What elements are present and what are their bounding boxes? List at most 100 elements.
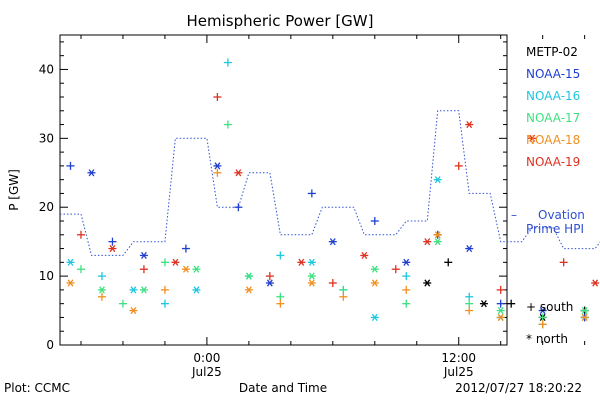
- star-marker: [496, 306, 505, 315]
- star-marker: [307, 258, 316, 266]
- plus-marker: [223, 120, 232, 129]
- plus-marker: [97, 292, 106, 301]
- plus-marker: [276, 299, 285, 308]
- plus-marker: [370, 217, 379, 225]
- plus-marker: [465, 299, 474, 308]
- series-noaa-16: [66, 58, 589, 329]
- plus-marker: [496, 285, 505, 294]
- star-marker: [108, 244, 117, 253]
- star-marker: [139, 251, 148, 260]
- y-axis-label: P [GW]: [7, 169, 21, 211]
- plus-marker: [66, 161, 75, 170]
- star-marker: [244, 286, 253, 294]
- star-marker: [423, 238, 432, 246]
- x-tick-date: Jul25: [191, 365, 222, 379]
- star-marker: [244, 272, 253, 280]
- plus-marker: [307, 189, 316, 198]
- series-noaa-18: [66, 168, 589, 329]
- series-noaa-17: [76, 120, 589, 322]
- y-tick-label: 10: [39, 269, 54, 283]
- star-marker: [591, 279, 600, 287]
- star-marker: [528, 134, 537, 142]
- plot-frame: [59, 34, 508, 346]
- legend-entry: NOAA-15: [526, 67, 580, 81]
- star-marker: [402, 258, 411, 266]
- plus-marker: [454, 161, 463, 170]
- plus-marker: [465, 292, 474, 301]
- plus-marker: [223, 58, 232, 67]
- star-marker: [171, 258, 180, 266]
- y-axis: 0 10 20 30 40: [39, 41, 507, 352]
- plus-marker: [76, 230, 85, 239]
- plus-marker: [108, 237, 117, 246]
- star-marker: [580, 313, 589, 322]
- star-marker: [370, 313, 379, 322]
- x-tick-label: 12:00: [441, 351, 476, 365]
- star-marker: [297, 258, 306, 266]
- series-noaa-15: [66, 161, 589, 322]
- plus-marker: [538, 313, 547, 322]
- timestamp: 2012/07/27 18:20:22: [455, 381, 582, 395]
- star-marker: [129, 286, 138, 294]
- plus-marker: [160, 258, 169, 267]
- ovation-legend-label-2: Prime HPI: [526, 222, 584, 236]
- plus-marker: [402, 299, 411, 308]
- plus-marker: [118, 299, 127, 308]
- star-marker: [360, 251, 369, 260]
- star-marker: [307, 272, 316, 280]
- star-marker: [496, 313, 505, 322]
- star-marker: [370, 279, 379, 287]
- plus-marker: [496, 299, 505, 308]
- plus-marker: [402, 272, 411, 281]
- plus-marker: [402, 285, 411, 294]
- star-marker: [192, 286, 201, 294]
- star-marker: [479, 300, 488, 308]
- star-marker: [139, 286, 148, 294]
- star-marker: [433, 176, 442, 184]
- star-marker: [465, 244, 474, 253]
- star-marker: [433, 238, 442, 246]
- star-marker: [580, 306, 589, 315]
- x-axis: 0:00Jul2512:00Jul250:00Jul2612:00Jul260:…: [80, 35, 586, 379]
- star-marker: [234, 169, 243, 177]
- plus-marker: [465, 306, 474, 315]
- legend: METP-02 NOAA-15 NOAA-16 NOAA-17 NOAA-18 NOAA-…: [511, 45, 585, 346]
- y-tick-label: 30: [39, 131, 54, 145]
- plus-marker: [234, 203, 243, 212]
- x-axis-label: Date and Time: [239, 381, 327, 395]
- star-marker: [97, 286, 106, 294]
- star-marker: [66, 279, 75, 287]
- plus-marker: [339, 285, 348, 294]
- plus-marker: [507, 299, 516, 308]
- plus-marker: [538, 320, 547, 329]
- legend-entry: NOAA-16: [526, 89, 580, 103]
- plus-marker: [276, 292, 285, 301]
- ovation-hpi-line: [60, 110, 600, 256]
- y-tick-label: 40: [39, 62, 54, 76]
- y-tick-label: 0: [46, 338, 54, 352]
- star-marker: [87, 169, 96, 177]
- star-marker: [213, 162, 222, 170]
- star-marker: [433, 231, 442, 239]
- star-marker: [66, 258, 75, 266]
- x-tick-label: 0:00: [193, 351, 220, 365]
- plus-marker: [444, 258, 453, 267]
- ovation-legend-label: Ovation: [538, 208, 585, 222]
- star-marker: [192, 265, 201, 273]
- plus-marker: [276, 251, 285, 260]
- data-markers: [66, 58, 600, 329]
- legend-entry: NOAA-17: [526, 111, 580, 125]
- chart-title: Hemispheric Power [GW]: [187, 12, 374, 30]
- plus-marker: [76, 265, 85, 274]
- star-marker: [307, 279, 316, 287]
- south-marker-legend: + south: [526, 300, 573, 314]
- plus-marker: [328, 279, 337, 287]
- ovation-legend-dash: –: [511, 208, 517, 222]
- ovation-hpi-steps: [60, 110, 600, 256]
- plus-marker: [559, 258, 568, 267]
- north-marker-legend: * north: [526, 332, 568, 346]
- star-marker: [129, 306, 138, 315]
- star-marker: [181, 265, 190, 273]
- star-marker: [423, 279, 432, 287]
